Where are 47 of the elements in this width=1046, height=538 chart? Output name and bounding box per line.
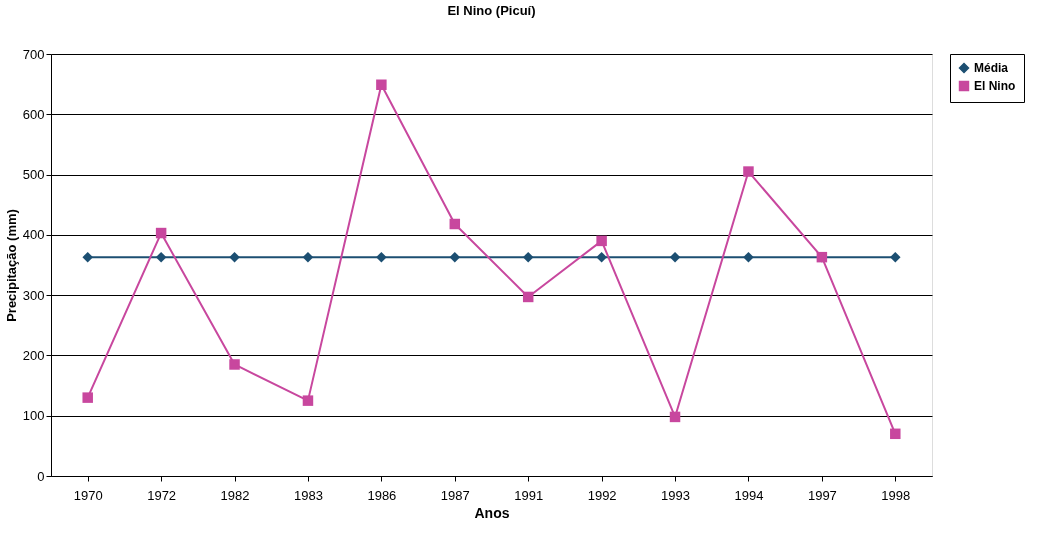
x-tick-label: 1997	[807, 487, 837, 503]
y-tick-label: 0	[37, 468, 45, 484]
y-axis-title: Precipitação (mm)	[3, 209, 19, 322]
y-tick-label: 100	[22, 408, 45, 424]
y-tick-label: 200	[22, 347, 45, 363]
x-axis-title: Anos	[474, 504, 510, 521]
y-tick-label: 600	[22, 106, 45, 122]
point	[890, 251, 901, 263]
point	[743, 166, 754, 177]
y-tick-label: 400	[22, 227, 45, 243]
x-tick-label: 1991	[514, 487, 544, 503]
point	[302, 251, 314, 263]
point	[890, 428, 901, 440]
point	[155, 251, 167, 263]
point	[449, 218, 461, 230]
x-tick-label: 1987	[440, 487, 470, 503]
x-tick-label: 1986	[367, 487, 397, 503]
chart-title: El Nino (Picuí)	[447, 3, 536, 18]
point	[596, 235, 607, 247]
y-tick-label: 500	[22, 167, 45, 183]
x-tick-label: 1982	[220, 487, 250, 503]
point	[376, 251, 387, 263]
point	[449, 251, 461, 263]
x-tick-label: 1994	[734, 487, 764, 503]
x-tick-label: 1970	[73, 487, 103, 503]
x-tick-label: 1998	[881, 487, 911, 503]
point	[82, 392, 93, 403]
point	[82, 251, 93, 263]
point	[522, 251, 534, 263]
y-tick-label: 700	[22, 46, 45, 62]
x-tick-label: 1992	[587, 487, 617, 503]
legend-label: El Nino	[974, 79, 1016, 93]
point	[376, 79, 387, 90]
point	[743, 251, 754, 263]
y-tick-label: 300	[22, 287, 45, 303]
point	[522, 291, 534, 303]
point	[669, 411, 681, 423]
point	[155, 227, 167, 239]
x-tick-label: 1972	[147, 487, 177, 503]
x-tick-label: 1983	[294, 487, 323, 503]
legend-label: Média	[974, 61, 1009, 75]
point	[596, 251, 607, 263]
point	[669, 251, 681, 263]
point	[302, 395, 314, 406]
x-tick-label: 1993	[661, 487, 690, 503]
point	[229, 251, 240, 263]
point	[229, 359, 240, 370]
